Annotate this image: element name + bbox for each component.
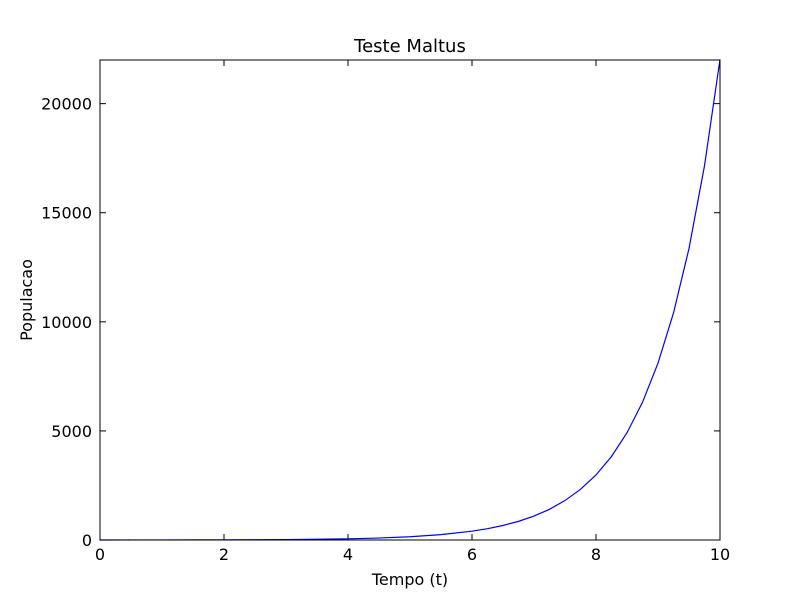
x-tick-label: 2 xyxy=(219,545,229,564)
y-tick-label: 15000 xyxy=(41,204,92,223)
plot-area-frame xyxy=(99,59,721,541)
x-tick-label: 4 xyxy=(343,545,353,564)
series-layer xyxy=(99,59,721,541)
x-tick-label: 0 xyxy=(95,545,105,564)
x-tick-label: 10 xyxy=(710,545,730,564)
series-line xyxy=(99,59,721,541)
y-tick-label: 0 xyxy=(82,531,92,550)
x-tick-label: 6 xyxy=(467,545,477,564)
y-axis-label: Populacao xyxy=(17,259,36,341)
x-axis-label: Tempo (t) xyxy=(371,570,448,589)
y-tick-label: 10000 xyxy=(41,313,92,332)
y-tick-label: 20000 xyxy=(41,95,92,114)
chart-title: Teste Maltus xyxy=(353,36,466,57)
y-tick-label: 5000 xyxy=(51,422,92,441)
ticks-layer: 0 2 4 6 8 10 0 5000 10000 15000 20000 xyxy=(41,60,730,564)
x-tick-label: 8 xyxy=(591,545,601,564)
